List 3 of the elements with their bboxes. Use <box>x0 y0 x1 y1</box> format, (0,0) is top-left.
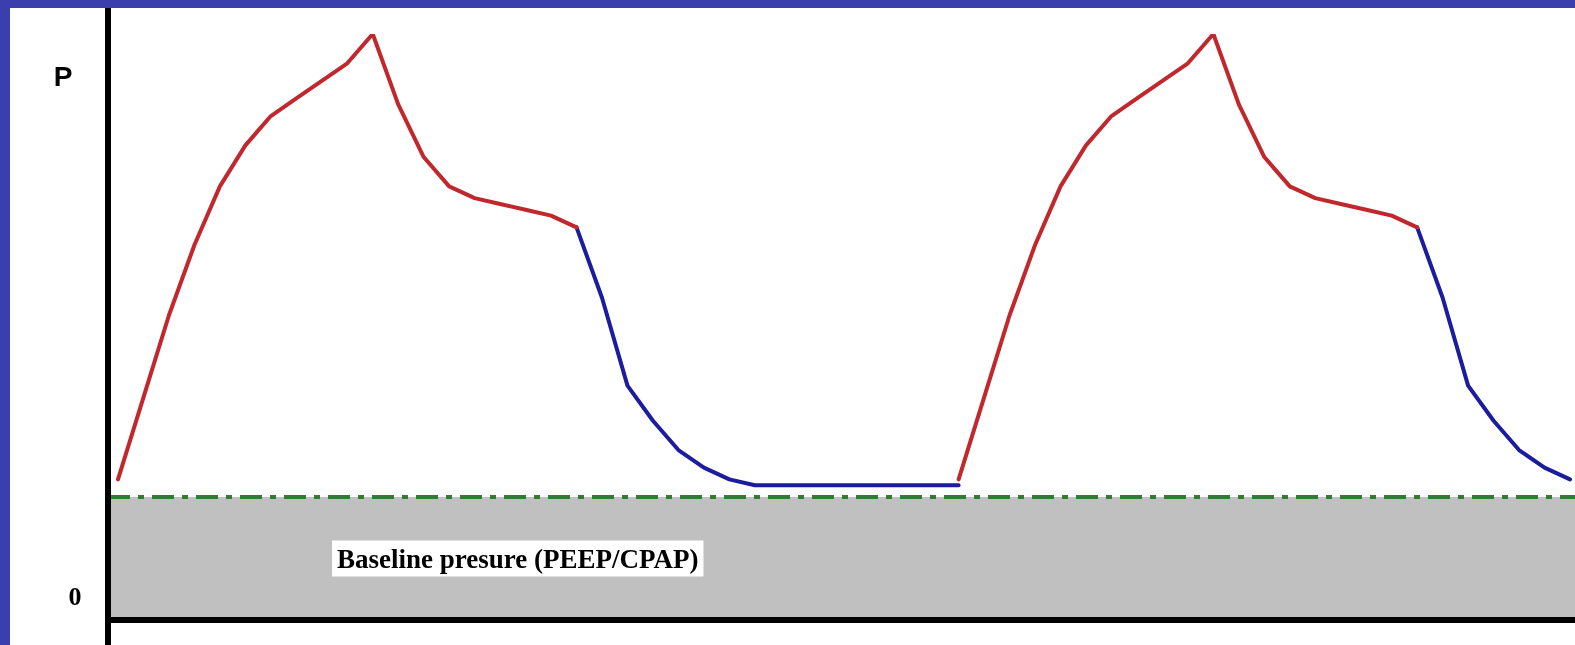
text: 0 <box>68 581 82 611</box>
y-axis-title: P <box>53 60 73 92</box>
band-label: Baseline presure (PEEP/CPAP) <box>337 544 699 575</box>
